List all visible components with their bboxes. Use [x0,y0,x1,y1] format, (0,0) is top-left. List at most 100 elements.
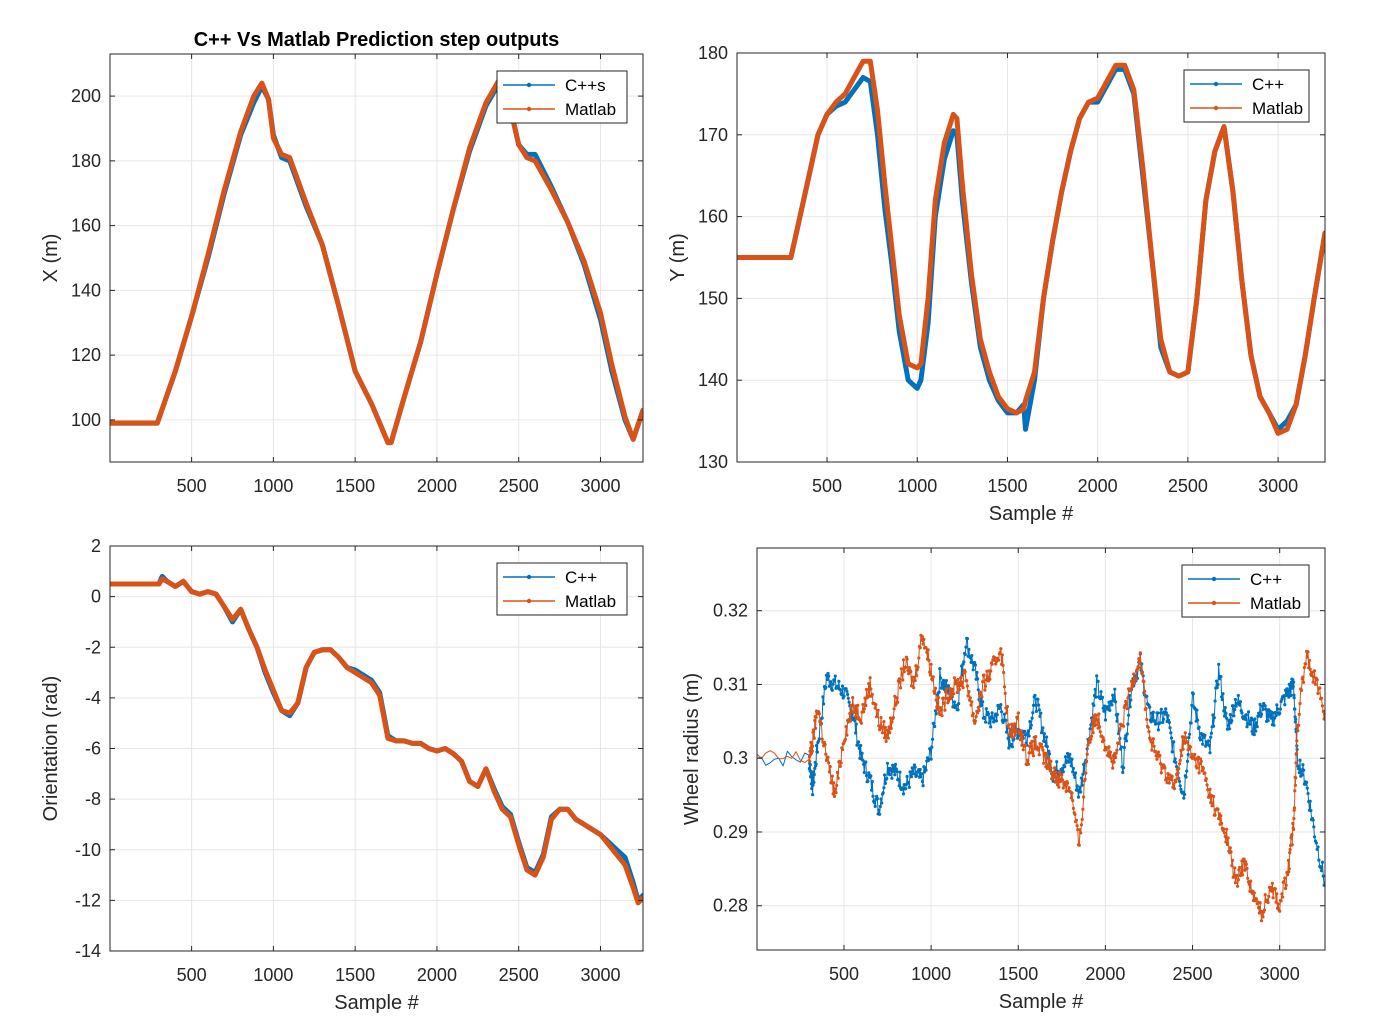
series-point [852,710,856,715]
series-point [1039,742,1044,747]
series-point [936,696,941,700]
series-point [896,700,900,704]
series-point [1292,808,1296,812]
series-point [877,808,881,812]
series-point [989,725,993,729]
series-point [1033,693,1037,698]
series-point [1220,698,1224,702]
series-point [1079,823,1083,827]
series-point [1190,703,1194,707]
series-point [941,696,946,700]
y-tick-label: -14 [75,941,101,961]
series-point [970,654,974,658]
series-point [1034,709,1038,714]
series-point [1199,759,1203,764]
series-point [957,687,962,692]
series-point [1132,681,1136,686]
series-point [1297,771,1301,775]
series-point [1183,792,1187,797]
series-point [926,648,930,652]
series-point [1079,831,1083,835]
series-point [810,749,814,753]
series-point [1219,814,1223,818]
series-point [1273,887,1277,891]
series-point [969,703,973,707]
series-point [904,787,908,791]
series-point [1054,770,1058,775]
series-point [999,703,1003,707]
series-point [1075,824,1079,828]
series-point [880,731,885,735]
series-point [817,712,821,716]
series-point [1110,703,1114,707]
series-point [1203,733,1207,738]
series-point [1023,743,1028,747]
series-point [878,804,882,809]
series-point [1039,711,1043,715]
y-tick-label: 180 [698,43,728,63]
series-point [884,739,888,744]
series-point [1302,768,1306,772]
series-point [808,763,812,767]
series-point [1245,866,1249,871]
series-point [1292,696,1296,700]
x-tick-label: 1000 [911,964,951,984]
series-point [1094,723,1098,727]
series-point [1254,721,1258,725]
series-point [1159,771,1163,775]
series-point [1205,783,1209,787]
series-point [1019,729,1023,733]
legend-marker [526,598,532,604]
series-point [989,669,993,673]
series-point [1067,786,1071,790]
series-point [929,757,933,761]
series-point [1249,716,1253,720]
series-point [1291,678,1295,682]
series-point [1322,717,1325,721]
series-point [1244,862,1248,866]
series-point [1158,753,1162,758]
series-point [1048,769,1052,773]
series-point [1051,770,1055,775]
series-point [1230,719,1234,723]
series-point [1247,882,1251,886]
series-point [1055,760,1059,764]
series-point [915,773,919,778]
series-point [1113,687,1117,691]
series-point [973,719,978,723]
series-point [817,737,821,741]
series-point [1014,728,1018,733]
series-point [1319,865,1323,870]
series-point [1204,777,1208,781]
series-point [1137,662,1142,666]
series-point [1161,720,1165,725]
series-point [846,692,850,697]
series-point [1228,713,1232,717]
series-point [1292,806,1297,810]
series-point [1197,771,1201,775]
series-point [833,674,837,678]
series-point [1252,733,1256,737]
series-point [1109,699,1113,704]
series-point [1107,745,1111,749]
series-point [1152,744,1156,748]
series-point [1049,759,1053,763]
series-point [967,690,971,694]
series-point [905,774,909,779]
series-point [1124,699,1128,704]
series-point [1166,714,1170,718]
series-point [1121,770,1125,775]
series-point [938,667,942,671]
series-point [1040,745,1044,750]
series-point [904,665,908,670]
series-point [1078,785,1082,789]
series-point [1230,858,1235,863]
series-point [1287,867,1291,871]
series-point [859,721,864,725]
series-point [824,752,828,756]
y-tick-label: 150 [698,288,728,308]
series-point [1275,892,1279,896]
series-point [1091,731,1095,735]
series-point [991,716,995,720]
